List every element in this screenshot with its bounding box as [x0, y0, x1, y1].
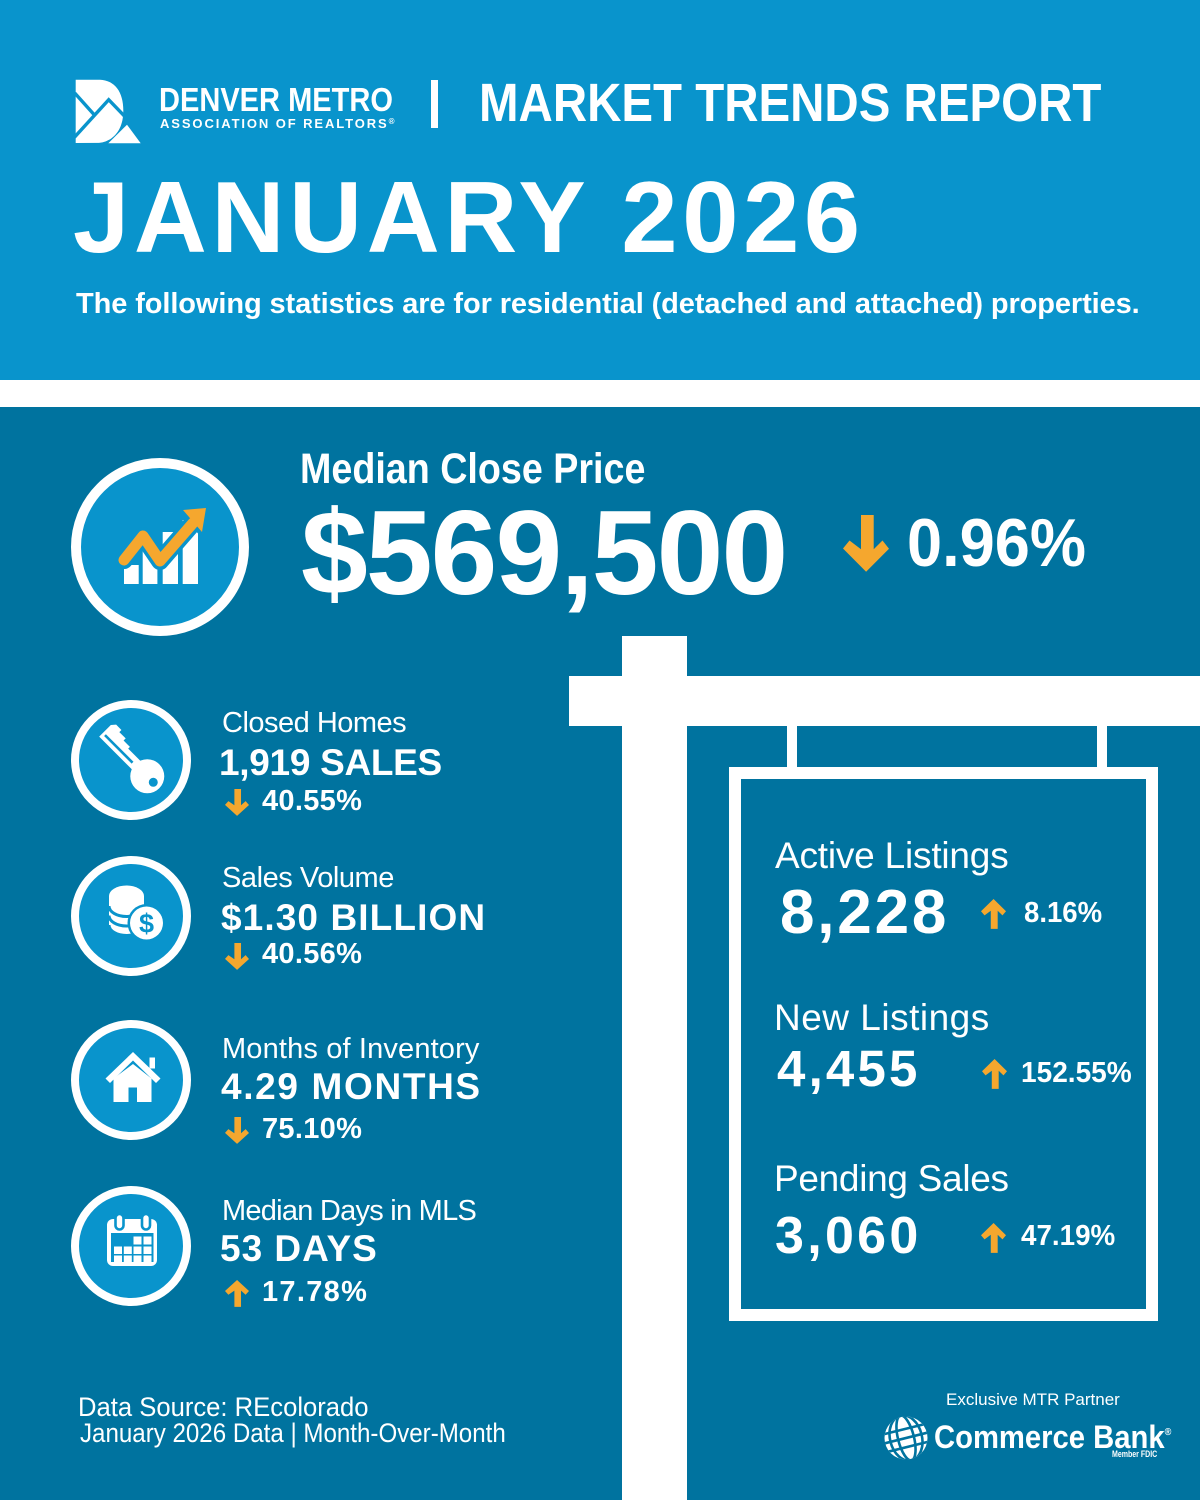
svg-text:$: $ — [139, 909, 154, 939]
